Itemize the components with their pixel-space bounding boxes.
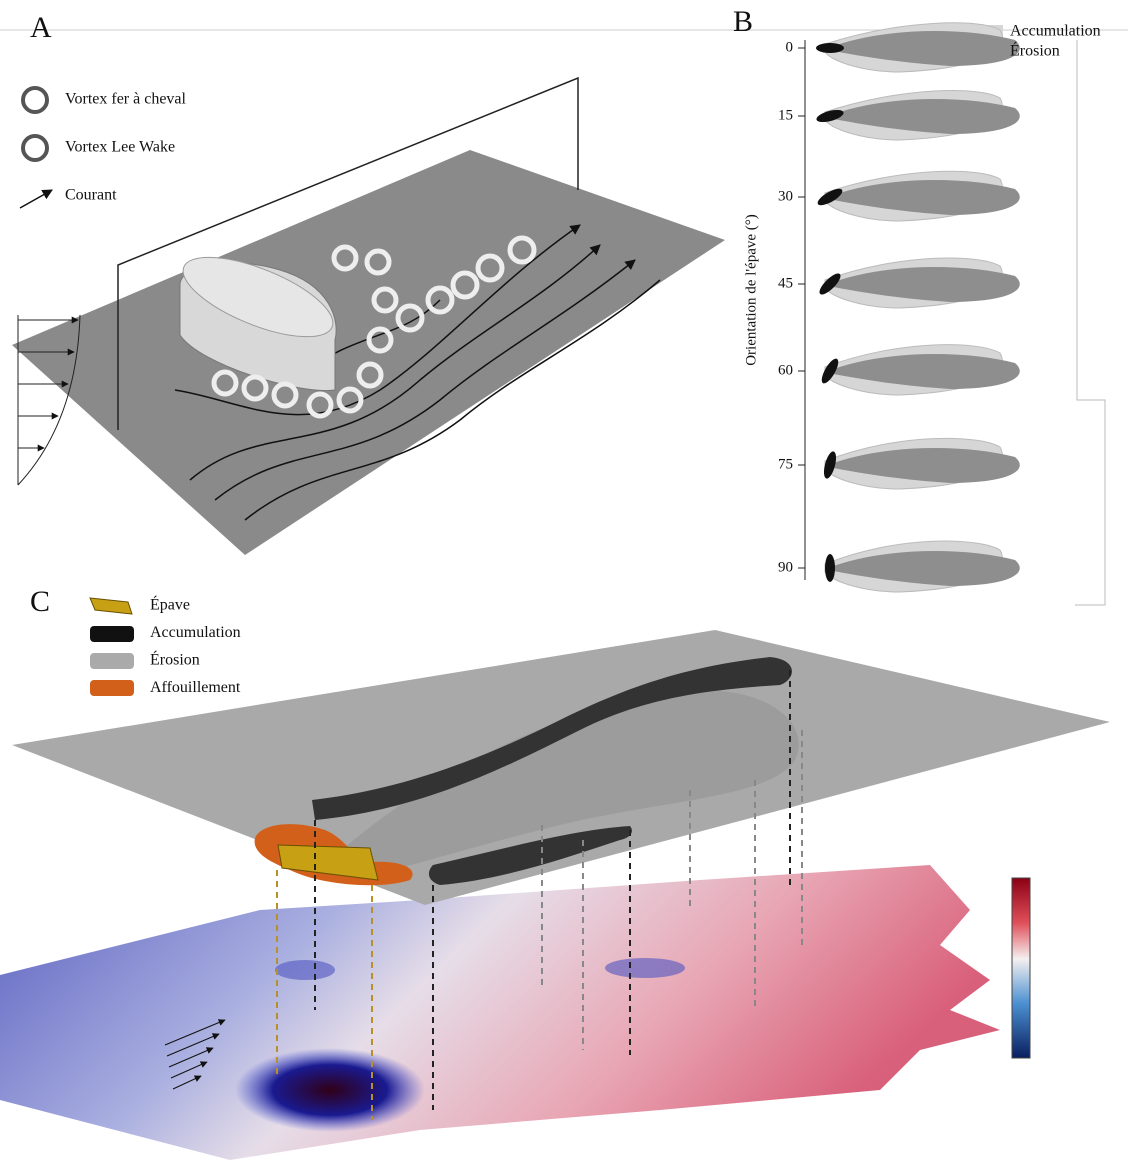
legend-label: Vortex Lee Wake	[65, 139, 175, 156]
wreck	[825, 554, 835, 582]
legend-label: Érosion	[150, 650, 200, 669]
legend-label: Courant	[65, 187, 117, 204]
legend-label: Épave	[150, 595, 190, 614]
figure: 2222.52323.52424.5Profondeur (m)	[0, 0, 1128, 1161]
legend-label: Affouillement	[150, 679, 241, 696]
axis-title: Orientation de l'épave (°)	[743, 214, 759, 366]
tick-label: 0	[786, 39, 794, 55]
tick-label: 60	[778, 362, 793, 378]
tick-label: 15	[778, 107, 793, 123]
legend-label: Vortex fer à cheval	[65, 91, 187, 108]
tick-label: 30	[778, 188, 793, 204]
panel-label: B	[733, 5, 753, 38]
legend-label: Accumulation	[1010, 23, 1101, 40]
legend-label: Érosion	[1010, 41, 1060, 60]
tick-label: 75	[778, 456, 793, 472]
tick-label: 90	[778, 559, 793, 575]
legend-label: Accumulation	[150, 624, 241, 641]
panel-label: C	[30, 585, 50, 618]
wreck	[816, 43, 844, 53]
panel-label: A	[30, 11, 52, 44]
tick-label: 45	[778, 275, 793, 291]
orientation-shapes	[815, 23, 1020, 592]
